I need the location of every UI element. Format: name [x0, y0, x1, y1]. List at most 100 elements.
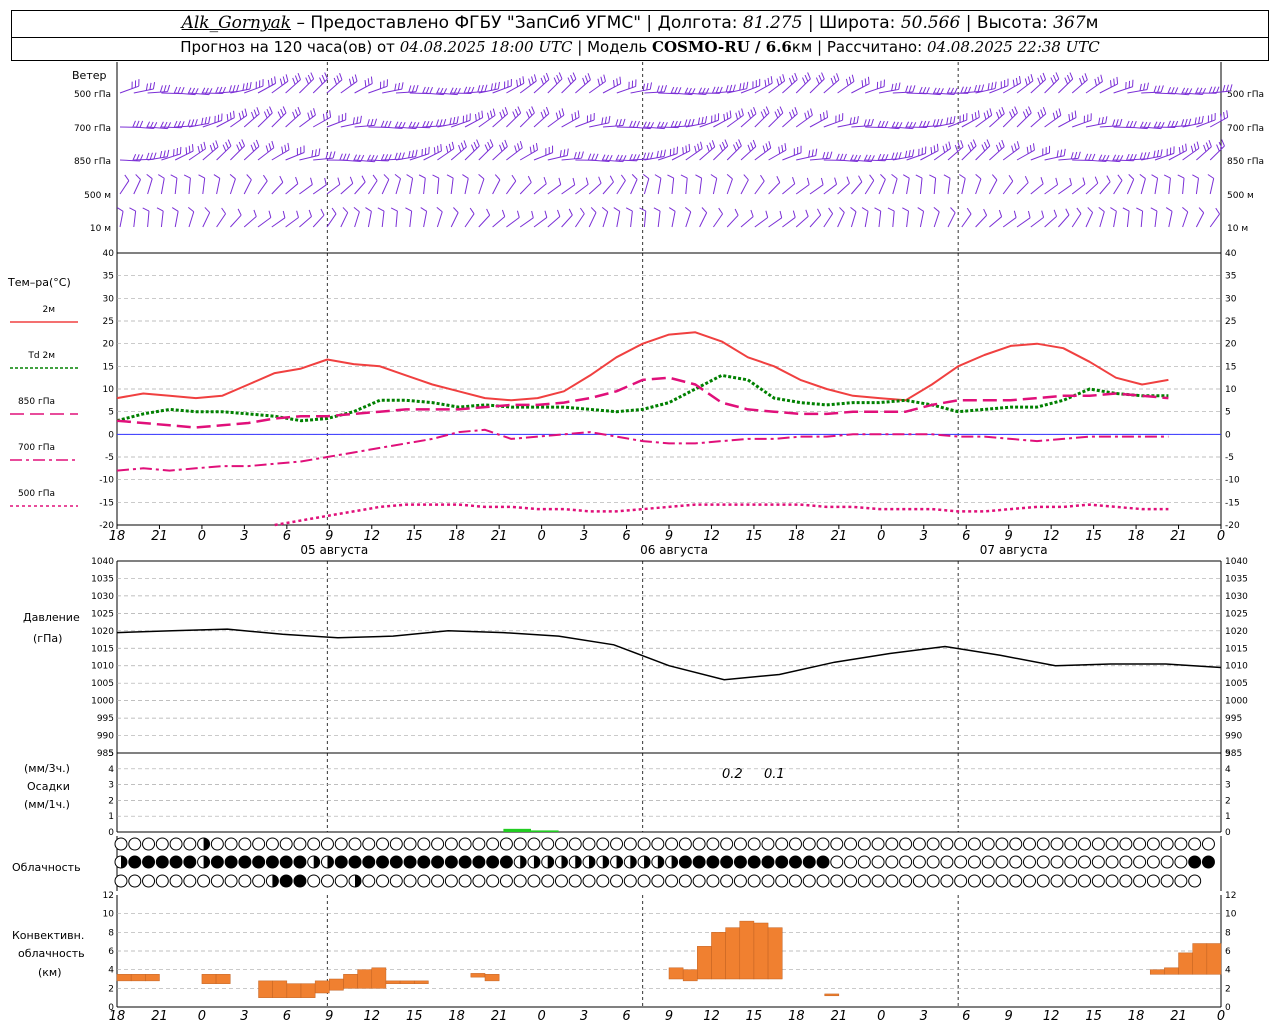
cloud-full	[183, 855, 197, 869]
wind-barb-feather	[954, 144, 959, 152]
wind-barb	[1016, 106, 1032, 128]
wind-barb-feather	[453, 207, 459, 213]
wind-barb-shaft	[299, 78, 314, 94]
cloud-symbol	[706, 837, 720, 851]
lon-value: 81.275	[742, 13, 803, 33]
wind-barb-feather	[733, 144, 737, 152]
wind-barb	[837, 207, 845, 228]
cloud-symbol	[128, 837, 142, 851]
wind-barb	[713, 139, 729, 161]
wind-barb-feather	[158, 174, 165, 179]
wind-barb	[1030, 145, 1051, 161]
wind-barb-feather	[846, 176, 850, 184]
cloud-clear	[293, 837, 307, 851]
precip-bar-0	[503, 828, 531, 832]
wind-barb-feather	[516, 210, 520, 218]
conv-title-2: облачность	[18, 947, 85, 960]
temp-series-t500	[274, 503, 1169, 527]
wind-barb	[975, 173, 982, 195]
wind-barb-feather	[1028, 106, 1032, 114]
wind-barb	[464, 207, 475, 228]
wind-barb-feather	[351, 76, 355, 84]
wind-barb-feather	[166, 149, 170, 157]
temp-xtick-12: 6	[622, 529, 630, 544]
wind-barb-feather	[818, 74, 823, 82]
wind-barb-feather	[170, 174, 178, 179]
wind-barb	[1207, 174, 1215, 195]
wind-barb-shaft	[395, 178, 401, 195]
wind-barb-feather	[636, 120, 640, 128]
wind-barb-feather	[456, 116, 459, 124]
wind-barb-feather	[244, 108, 248, 116]
wind-barb	[1127, 121, 1151, 130]
wind-barb-shaft	[1209, 145, 1225, 161]
wind-barb-feather	[451, 141, 455, 149]
wind-barb-feather	[791, 109, 796, 117]
wind-barb-shaft	[588, 182, 602, 195]
wind-barb	[782, 72, 798, 94]
wind-barb-shaft	[1058, 184, 1072, 195]
cloud-symbol	[1078, 855, 1092, 869]
wind-barb-feather	[1229, 84, 1233, 92]
cloud-symbol	[362, 837, 376, 851]
wind-barb-feather	[561, 108, 565, 116]
wind-barb-feather	[1105, 116, 1108, 124]
wind-barb-shaft	[1002, 147, 1020, 161]
cloud-clear	[596, 837, 610, 851]
cloud-clear	[1091, 874, 1105, 888]
wind-barb-feather	[1053, 209, 1058, 217]
wind-barb-feather	[1018, 76, 1022, 84]
wind-barb-feather	[918, 86, 923, 94]
wind-barb-feather	[519, 78, 522, 86]
wind-barb-shaft	[505, 180, 517, 195]
cloud-clear	[1064, 874, 1078, 888]
wind-barb	[326, 177, 341, 195]
wind-barb	[712, 207, 723, 228]
cloud-symbol	[857, 855, 871, 869]
wind-barb-feather	[149, 82, 152, 90]
cloud-symbol	[1188, 855, 1202, 869]
wind-barb-shaft	[202, 212, 211, 228]
wind-barb-feather	[819, 113, 822, 121]
wind-barb-shaft	[809, 214, 822, 228]
wind-barb-feather	[512, 111, 516, 119]
wind-barb-feather	[232, 85, 236, 92]
wind-barb-feather	[238, 112, 242, 120]
temp-ytick-right-12: 40	[1225, 249, 1237, 259]
wind-barb	[437, 116, 459, 128]
cloud-half-fill	[575, 856, 582, 868]
wind-barb	[174, 144, 194, 161]
wind-barb	[367, 174, 378, 195]
wind-barb	[782, 106, 798, 128]
temp-xtick-5: 9	[325, 529, 333, 544]
wind-barb-feather	[1098, 154, 1103, 162]
conv-bar-14	[385, 980, 401, 984]
cloud-symbol	[706, 855, 720, 869]
wind-barb	[257, 174, 268, 195]
wind-barb-shaft	[436, 211, 443, 228]
wind-barb-feather	[367, 78, 370, 86]
wind-barb	[1182, 206, 1189, 228]
wind-barb	[850, 206, 857, 228]
cloud-clear	[899, 874, 913, 888]
wind-barb	[878, 174, 886, 195]
cloud-symbol	[224, 837, 238, 851]
wind-barb	[1002, 174, 1014, 195]
wind-barb-feather	[501, 142, 506, 150]
wind-barb-feather	[313, 108, 316, 116]
wind-barb-feather	[738, 139, 742, 147]
conv-xtick-3: 3	[240, 1009, 248, 1024]
cloud-full	[293, 855, 307, 869]
cloud-clear	[1064, 837, 1078, 851]
temp-xtick-25: 21	[1170, 529, 1187, 544]
cloud-clear	[967, 855, 981, 869]
cloud-clear	[1201, 837, 1215, 851]
wind-barb-feather	[215, 140, 219, 148]
cloud-symbol	[568, 874, 582, 888]
cloud-clear	[582, 874, 596, 888]
wind-barb	[285, 210, 299, 228]
cloud-clear	[307, 874, 321, 888]
wind-barb-shaft	[285, 113, 301, 128]
wind-barb-feather	[572, 177, 576, 185]
pressure-ytick-right-1: 990	[1225, 732, 1242, 742]
